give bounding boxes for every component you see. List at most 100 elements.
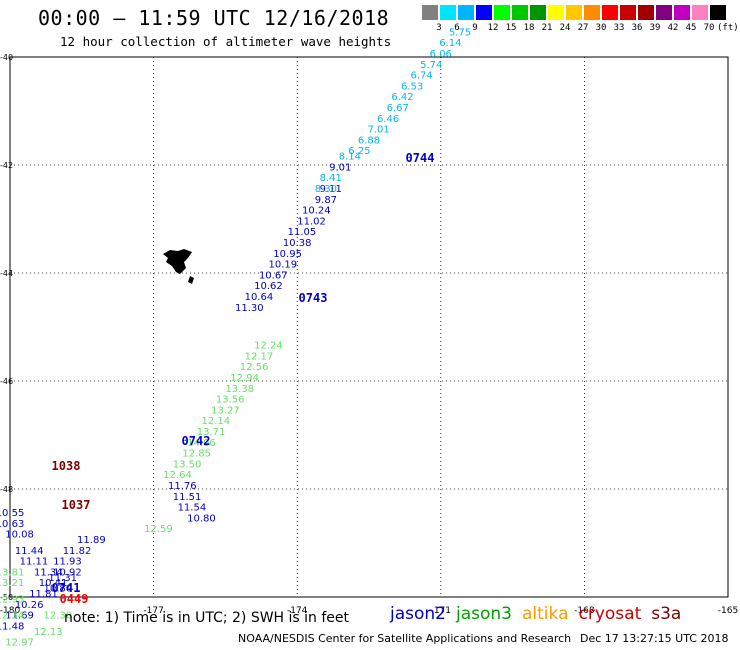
lon-tick-label: -177 (143, 606, 163, 616)
swh-value-label: 11.54 (178, 503, 207, 514)
swh-value-label: 12.64 (163, 470, 192, 481)
swh-value-label: 12.34 (0, 611, 24, 622)
island-landmass (163, 249, 192, 274)
swh-value-label: 13.50 (173, 459, 202, 470)
colorbar-label: 30 (595, 23, 607, 33)
swh-value-label: 11.76 (168, 481, 197, 492)
swh-value-label: 12.17 (245, 351, 274, 362)
swh-value-label: 10.38 (283, 238, 312, 249)
pass-time-label: 0742 (182, 434, 211, 448)
swh-value-label: 14.06 (187, 438, 216, 449)
colorbar-label: 21 (541, 23, 553, 33)
mission-label: s3a (651, 604, 682, 624)
swh-value-label: 11.11 (20, 557, 49, 568)
pass-time-label: 0744 (406, 151, 435, 165)
lon-tick-label: -165 (718, 606, 738, 616)
colorbar-label: 9 (472, 23, 478, 33)
pass-time-label: 1038 (52, 459, 81, 473)
colorbar-swatch (422, 5, 438, 20)
swh-value-label: 11.81 (29, 589, 58, 600)
swh-value-label: 6.67 (387, 103, 409, 114)
swh-value-label: 10.62 (254, 281, 283, 292)
swh-value-label: 12.94 (230, 373, 259, 384)
swh-value-label: 13.38 (225, 384, 254, 395)
island-small (188, 276, 194, 284)
swh-value-label: 10.63 (0, 519, 24, 530)
swh-value-label: 12.93 (0, 594, 24, 605)
colorbar-swatch (530, 5, 546, 20)
swh-value-label: 11.48 (0, 621, 24, 632)
swh-value-label: 5.74 (420, 60, 442, 71)
swh-value-label: 10.24 (302, 206, 331, 217)
footer-note: note: 1) Time is in UTC; 2) SWH is in fe… (64, 610, 350, 626)
swh-value-label: 10.92 (53, 567, 82, 578)
swh-value-label: 7.01 (367, 125, 389, 136)
mission-label: jason3 (456, 604, 512, 624)
colorbar-label: 42 (667, 23, 679, 33)
swh-value-label: 13.81 (0, 567, 24, 578)
colorbar-swatch (620, 5, 636, 20)
swh-value-label: 10.41 (39, 578, 68, 589)
swh-value-label: 11.69 (5, 611, 34, 622)
colorbar-label: (ft) (717, 23, 739, 33)
colorbar-label: 70 (703, 23, 715, 33)
swh-value-label: 10.80 (44, 584, 73, 595)
generation-timestamp: Dec 17 13:27:15 UTC 2018 (580, 632, 729, 645)
swh-value-label: 6.53 (401, 81, 423, 92)
pass-time-label: 0741 (52, 581, 81, 595)
swh-value-label: 12.59 (144, 524, 173, 535)
colorbar-swatch (566, 5, 582, 20)
swh-value-label: 12.85 (182, 449, 211, 460)
swh-value-label: 6.88 (358, 135, 380, 146)
lat-tick-label: -48 (0, 485, 13, 494)
swh-value-label: 6.06 (430, 49, 452, 60)
colorbar-swatch (638, 5, 654, 20)
swh-value-label: 6.14 (439, 38, 461, 49)
swh-value-label: 6.25 (348, 146, 370, 157)
colorbar-label: 3 (436, 23, 442, 33)
swh-value-label: 11.02 (297, 216, 326, 227)
credit-text: NOAA/NESDIS Center for Satellite Applica… (238, 632, 572, 645)
swh-value-label: 12.24 (254, 341, 283, 352)
swh-value-label: 6.74 (411, 71, 433, 82)
colorbar-swatch (494, 5, 510, 20)
colorbar-swatch (440, 5, 456, 20)
swh-value-label: 11.05 (288, 227, 317, 238)
colorbar-swatch (602, 5, 618, 20)
swh-value-label: 10.95 (273, 249, 302, 260)
mission-label: altika (522, 604, 569, 624)
swh-value-label: 11.51 (173, 492, 202, 503)
lon-tick-label: -171 (431, 606, 451, 616)
colorbar-swatch (512, 5, 528, 20)
swh-value-label: 6.46 (377, 114, 399, 125)
colorbar-swatch (584, 5, 600, 20)
mission-legend: jason2 jason3 altika cryosat s3a (390, 604, 691, 624)
swh-value-label: 13.27 (211, 405, 240, 416)
swh-value-label: 5.75 (449, 27, 471, 38)
swh-value-label: 8.30 (315, 184, 337, 195)
swh-value-label: 13.21 (0, 578, 24, 589)
colorbar-label: 36 (631, 23, 643, 33)
colorbar-label: 24 (559, 23, 571, 33)
swh-value-label: 8.14 (339, 152, 361, 163)
colorbar-swatch (548, 5, 564, 20)
mission-label: jason2 (390, 604, 446, 624)
swh-value-label: 12.97 (5, 638, 34, 649)
colorbar-label: 6 (454, 23, 460, 33)
swh-value-label: 11.31 (48, 573, 77, 584)
swh-value-label: 11.34 (34, 567, 63, 578)
swh-value-label: 10.67 (259, 270, 288, 281)
colorbar-label: 39 (649, 23, 661, 33)
swh-value-label: 12.56 (240, 362, 269, 373)
colorbar-swatch (656, 5, 672, 20)
swh-value-label: 10.55 (0, 508, 24, 519)
swh-value-label: 12.30 (44, 611, 73, 622)
lat-tick-label: -40 (0, 53, 13, 62)
map-title: 00:00 – 11:59 UTC 12/16/2018 (38, 6, 390, 30)
pass-time-label: 0449 (60, 592, 89, 606)
lat-tick-label: -46 (0, 377, 13, 386)
swh-value-label: 6.42 (391, 92, 413, 103)
map-frame (9, 56, 729, 598)
swh-value-label: 10.19 (269, 260, 298, 271)
